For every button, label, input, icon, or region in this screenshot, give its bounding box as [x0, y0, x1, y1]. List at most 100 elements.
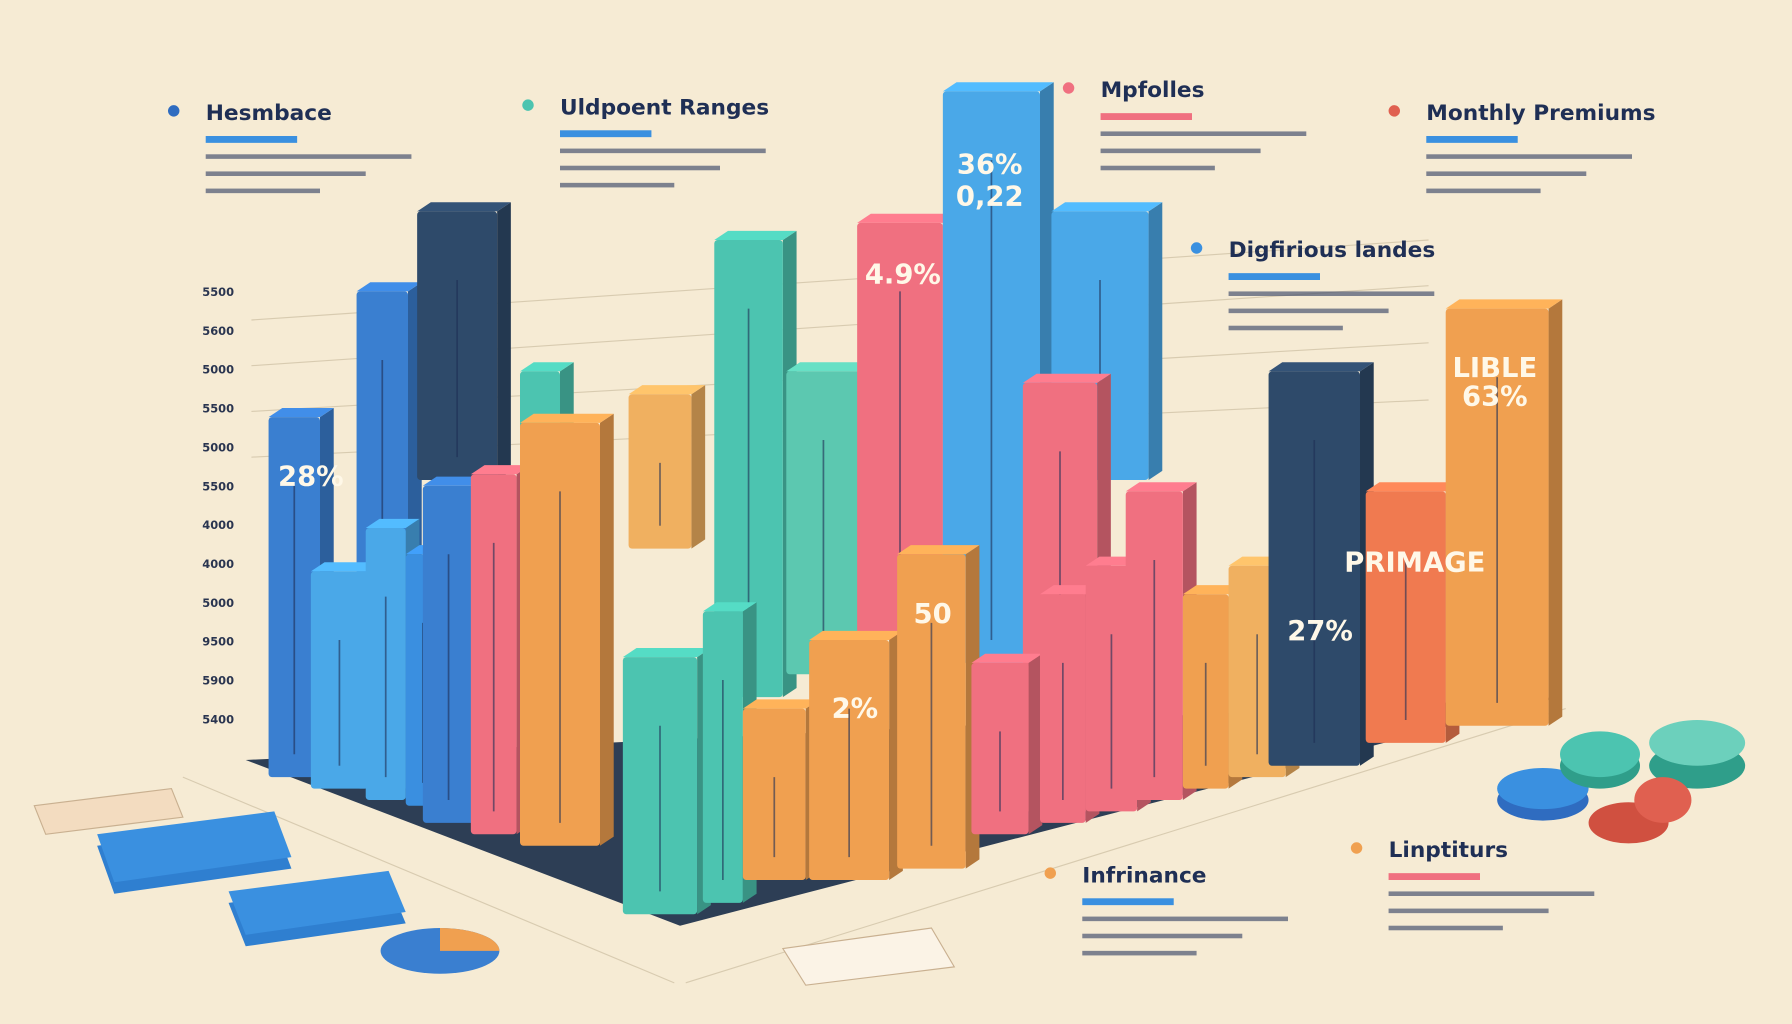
callout-dot [1062, 82, 1075, 94]
callout-text-line [1228, 308, 1389, 314]
callout-title: Uldpoent Ranges [560, 95, 769, 120]
bar-label: 4.9% [865, 259, 941, 290]
axis-label: 5600 [202, 324, 234, 338]
callout-text-line [1082, 950, 1197, 956]
callout-text-line [1100, 148, 1261, 154]
callout-dot [1190, 242, 1203, 254]
bar-top [520, 413, 614, 423]
axis-label: 5000 [202, 363, 234, 377]
bar-top [470, 465, 531, 475]
bar-side [1548, 299, 1563, 726]
axis-labels: 5500 5600 5000 5500 5000 5500 4000 4000 5000 9500… [202, 285, 234, 726]
bar-top [702, 602, 757, 612]
axis-label: 5500 [202, 402, 234, 416]
callout-underline [560, 130, 652, 138]
axis-label: 5900 [202, 674, 234, 688]
callout-underline [1082, 898, 1174, 906]
callout-title: Mpfolles [1101, 78, 1205, 103]
bar-top [971, 653, 1043, 663]
callout-text-line [1100, 165, 1215, 171]
callout-dot [522, 99, 534, 111]
bar-label: 63% [1462, 382, 1528, 413]
bar-label: 2% [832, 694, 879, 725]
bar-top [356, 282, 422, 292]
axis-label: 5400 [202, 712, 234, 726]
callout-text-line [1388, 891, 1595, 896]
bar-label: PRIMAGE [1344, 547, 1485, 578]
callout-text-line [1388, 925, 1503, 931]
callout-underline [1388, 873, 1480, 880]
bar-top [1125, 482, 1197, 492]
bar-label: 27% [1287, 616, 1353, 647]
bar-top [857, 213, 957, 223]
callout-text-line [1426, 171, 1587, 176]
callout-text-line [1388, 908, 1549, 914]
bar-top [1022, 373, 1111, 383]
callout-underline [1228, 273, 1320, 280]
axis-label: 4000 [202, 557, 234, 571]
bar-top [1445, 299, 1563, 309]
callout-text-line [1228, 291, 1435, 296]
callout-dot [1388, 105, 1400, 117]
callout-text-line [560, 148, 766, 154]
bars: 28% 36% 4.9% 50 2% 27% 63% 0,22 LIBLE PRIMAGE [268, 82, 1563, 915]
bar-top [809, 630, 903, 640]
bar-top [942, 82, 1054, 92]
bar-top [310, 562, 382, 572]
bar-top [742, 699, 820, 709]
callout-title: Infrinance [1082, 863, 1206, 888]
callout-text-line [1082, 933, 1243, 939]
axis-label: 5500 [202, 479, 234, 493]
callout-dot [1350, 842, 1363, 854]
bar-top [268, 408, 334, 418]
bar-top [622, 648, 711, 658]
callout-text-line [205, 188, 320, 194]
callout-text-line [1228, 325, 1343, 331]
axis-label: 9500 [202, 635, 234, 649]
bar-top [365, 518, 420, 528]
callout-text-line [205, 171, 366, 176]
callout-title: Linptiturs [1389, 838, 1509, 863]
callout-text-line [1426, 188, 1541, 194]
callout-dot [168, 105, 180, 117]
bar-top [897, 545, 980, 555]
bar-side [691, 385, 706, 549]
callout-title: Hesmbace [206, 101, 332, 126]
callout-title: Digfirious landes [1229, 238, 1436, 263]
axis-label: 5000 [202, 596, 234, 610]
bar-top [1365, 482, 1460, 492]
axis-label: 5500 [202, 285, 234, 299]
bar-top [628, 385, 706, 395]
bar-top [786, 362, 875, 372]
bar-label: 36% [957, 150, 1023, 181]
callout-underline [1426, 136, 1518, 143]
bar-side [1028, 653, 1043, 835]
bar-top [1182, 585, 1243, 595]
callout-text-line [1426, 154, 1632, 159]
callouts: Hesmbace Uldpoent Ranges Mpfolles Monthly P… [168, 78, 1656, 956]
bar-label: 50 [914, 599, 952, 630]
bar-top [520, 362, 574, 372]
decor-cards [33, 720, 1746, 986]
bar-side [497, 202, 511, 481]
bar-label: LIBLE [1452, 353, 1537, 384]
axis-label: 4000 [202, 518, 234, 532]
bar-top [417, 202, 511, 212]
bar-label: 0,22 [956, 182, 1024, 213]
bar-side [1148, 202, 1163, 481]
callout-text-line [560, 182, 675, 188]
bar-top [1268, 362, 1374, 372]
callout-underline [1100, 113, 1192, 120]
callout-text-line [1082, 916, 1288, 922]
callout-underline [205, 136, 298, 143]
bar-top [1051, 202, 1163, 212]
callout-text-line [1100, 131, 1307, 136]
callout-text-line [560, 165, 720, 171]
callout-title: Monthly Premiums [1426, 101, 1655, 126]
bar-side [600, 413, 614, 846]
bar-top [1040, 585, 1100, 595]
callout-dot [1044, 867, 1056, 879]
bar-label: 28% [278, 462, 344, 493]
